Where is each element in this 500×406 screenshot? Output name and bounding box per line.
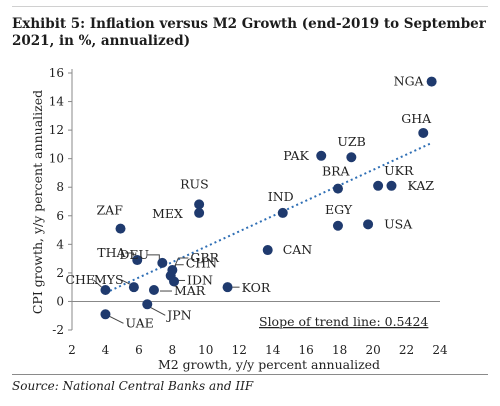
y-tick-label: 4	[56, 237, 64, 251]
point-label-tha: THA	[97, 245, 126, 260]
point-label-gha: GHA	[401, 111, 432, 126]
title-block: Exhibit 5: Inflation versus M2 Growth (e…	[12, 16, 488, 50]
point-label-jpn: JPN	[165, 307, 191, 322]
y-tick-label: 8	[56, 180, 64, 194]
x-tick-label: 8	[169, 343, 177, 357]
point-label-mar: MAR	[174, 283, 206, 298]
data-point-ukr	[373, 180, 384, 191]
point-label-ukr: UKR	[384, 163, 414, 178]
x-tick-label: 24	[432, 343, 448, 357]
x-tick-label: 16	[299, 343, 314, 357]
point-label-ind: IND	[268, 189, 294, 204]
point-label-zaf: ZAF	[97, 203, 124, 218]
data-point-bra	[332, 183, 343, 194]
point-label-kor: KOR	[242, 280, 271, 295]
x-tick-label: 12	[232, 343, 247, 357]
point-label-mex: MEX	[152, 206, 183, 221]
x-tick-label: 20	[365, 343, 380, 357]
data-points	[100, 76, 437, 320]
y-tick-label: -2	[52, 323, 64, 337]
point-label-rus: RUS	[180, 176, 209, 191]
data-point-rus	[194, 199, 205, 210]
y-tick-label: 16	[49, 66, 64, 80]
point-label-chn: CHN	[186, 256, 217, 271]
point-label-uae: UAE	[125, 315, 153, 330]
point-label-bra: BRA	[322, 164, 351, 179]
point-label-che: CHE	[65, 272, 95, 287]
data-point-che	[100, 285, 111, 296]
x-tick-label: 6	[135, 343, 143, 357]
x-tick-label: 14	[265, 343, 281, 357]
leader-line-jpn	[150, 306, 166, 316]
data-point-mex	[194, 207, 205, 218]
leader-line-gbr	[173, 257, 189, 268]
point-label-nga: NGA	[394, 74, 425, 89]
chart-title: Exhibit 5: Inflation versus M2 Growth (e…	[12, 16, 486, 49]
leader-line-tha	[125, 252, 135, 258]
data-point-idn	[169, 276, 180, 287]
data-point-egy	[332, 220, 343, 231]
y-axis-label: CPI growth, y/y percent annualized	[30, 90, 45, 314]
point-label-deu: DEU	[119, 247, 149, 262]
leader-line-deu	[147, 254, 160, 261]
y-tick-label: 14	[49, 95, 65, 109]
data-point-ind	[277, 207, 288, 218]
data-point-zaf	[115, 223, 126, 234]
y-tick-label: 2	[56, 266, 64, 280]
y-tick-label: 0	[56, 294, 64, 308]
data-point-can	[262, 245, 273, 256]
point-label-can: CAN	[283, 242, 313, 257]
data-point-mys	[128, 282, 139, 293]
data-point-gha	[418, 127, 429, 138]
point-label-pak: PAK	[283, 148, 309, 163]
point-label-idn: IDN	[187, 272, 213, 287]
x-tick-label: 18	[332, 343, 347, 357]
data-point-usa	[363, 219, 374, 230]
data-point-tha	[132, 255, 143, 266]
data-point-kaz	[386, 180, 397, 191]
bottom-rule	[12, 374, 488, 375]
leader-line-che	[93, 279, 102, 288]
x-tick-label: 10	[198, 343, 213, 357]
point-label-usa: USA	[384, 216, 413, 231]
y-tick-label: 12	[49, 123, 64, 137]
data-point-jpn	[142, 299, 153, 310]
data-point-pak	[316, 150, 327, 161]
source-note: Source: National Central Banks and IIF	[12, 379, 254, 393]
data-point-deu	[157, 257, 168, 268]
point-label-gbr: GBR	[190, 250, 219, 265]
point-label-kaz: KAZ	[407, 178, 434, 193]
data-point-nga	[426, 76, 437, 87]
slope-annotation: Slope of trend line: 0.5424	[259, 314, 428, 329]
data-point-uae	[100, 309, 111, 320]
leader-line-uae	[109, 315, 124, 324]
leader-line-mys	[121, 279, 131, 285]
leader-lines	[93, 252, 240, 324]
data-point-kor	[222, 282, 233, 293]
data-point-mar	[148, 285, 159, 296]
point-label-mys: MYS	[94, 272, 124, 287]
x-tick-label: 22	[399, 343, 414, 357]
top-rule	[12, 6, 488, 7]
x-tick-label: 4	[102, 343, 110, 357]
x-tick-label: 2	[68, 343, 76, 357]
point-label-uzb: UZB	[337, 134, 365, 149]
x-axis-label: M2 growth, y/y percent annualized	[158, 357, 380, 372]
y-tick-label: 6	[56, 209, 64, 223]
data-point-uzb	[346, 152, 357, 163]
y-tick-label: 10	[49, 152, 64, 166]
point-label-egy: EGY	[325, 202, 353, 217]
